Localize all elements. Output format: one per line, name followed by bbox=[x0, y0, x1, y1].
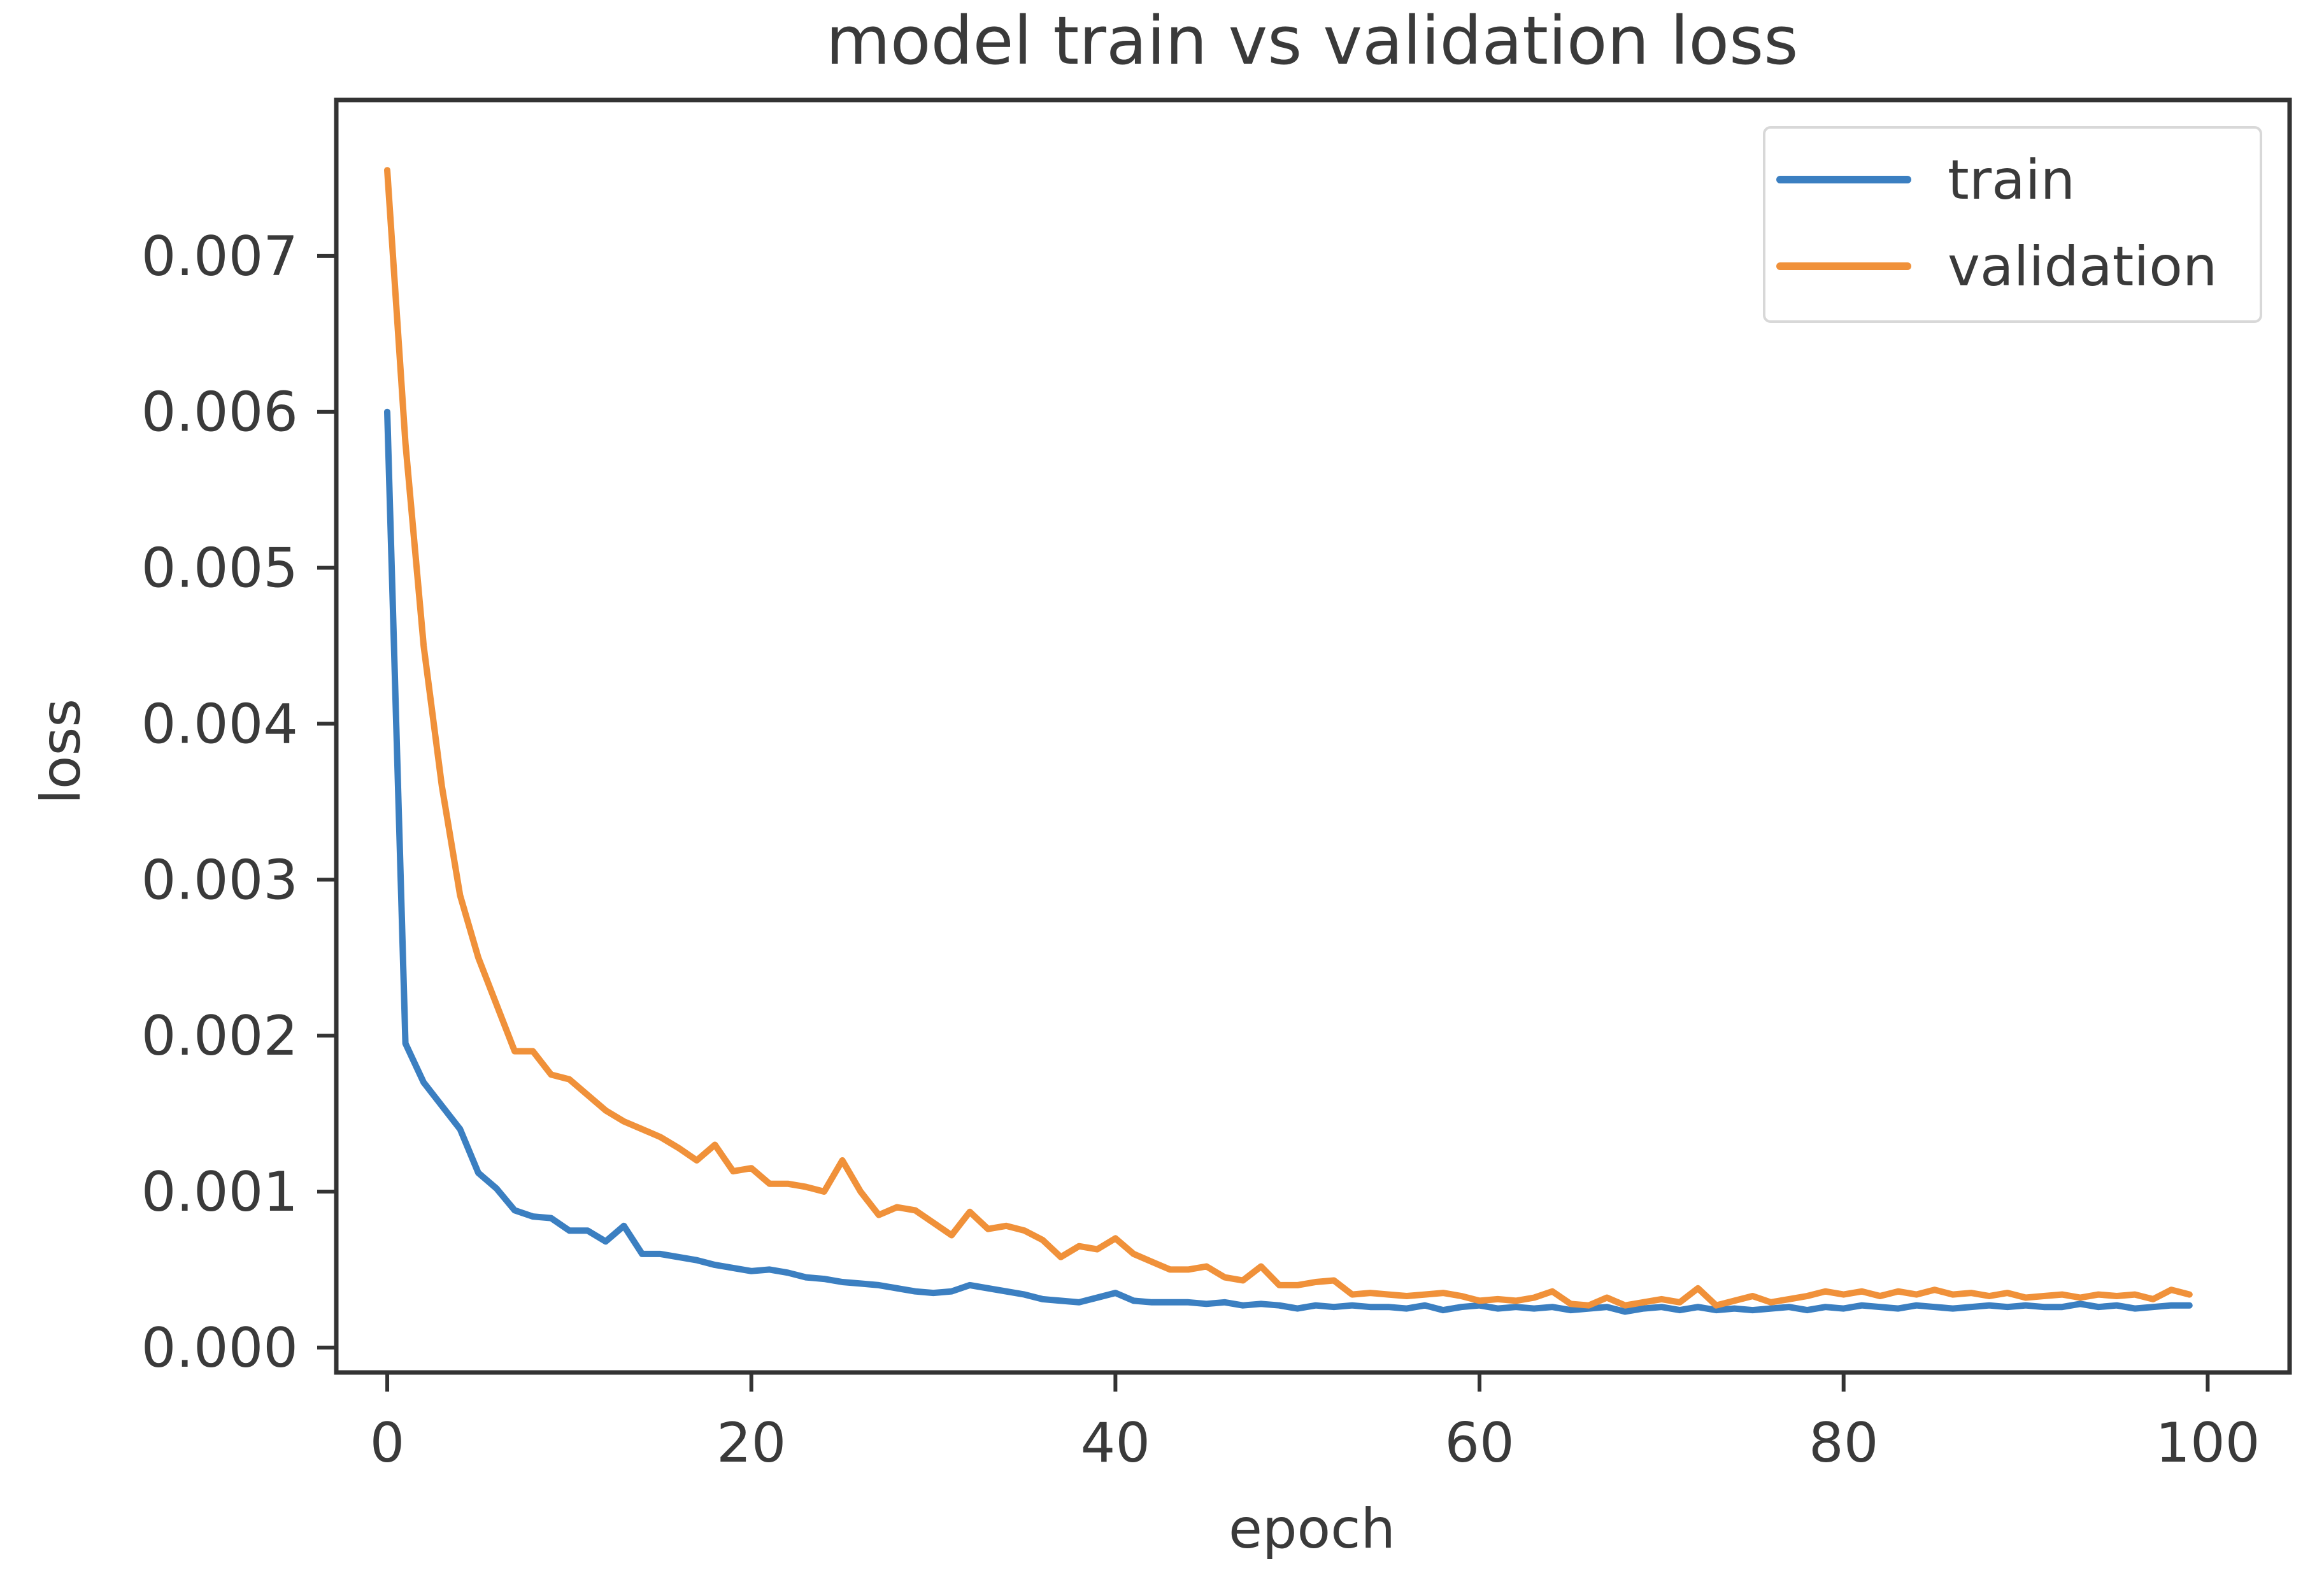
x-axis: 0 20 40 60 80 100 bbox=[370, 1372, 2260, 1475]
y-tick-label: 0.001 bbox=[141, 1160, 298, 1224]
x-tick-label: 0 bbox=[370, 1411, 405, 1475]
x-tick-label: 40 bbox=[1081, 1411, 1150, 1475]
series-line-validation bbox=[384, 167, 2193, 1309]
y-tick-label: 0.006 bbox=[141, 381, 298, 445]
y-axis: 0.000 0.001 0.002 0.003 0.004 0.005 0.006 0.007 bbox=[141, 225, 336, 1380]
legend: train validation bbox=[1763, 126, 2262, 323]
legend-label-validation: validation bbox=[1948, 235, 2217, 299]
y-tick-label: 0.005 bbox=[141, 537, 298, 601]
series-line-train bbox=[384, 408, 2193, 1315]
y-tick-label: 0.003 bbox=[141, 848, 298, 912]
y-tick-label: 0.004 bbox=[141, 692, 298, 756]
y-tick-label: 0.007 bbox=[141, 225, 298, 289]
chart-title: model train vs validation loss bbox=[826, 2, 1799, 80]
y-tick-label: 0.002 bbox=[141, 1004, 298, 1068]
legend-label-train: train bbox=[1948, 148, 2075, 212]
y-axis-label: loss bbox=[29, 699, 93, 804]
plot-frame bbox=[334, 97, 2292, 1375]
series-layer bbox=[384, 167, 2193, 1315]
x-tick-label: 60 bbox=[1444, 1411, 1514, 1475]
x-tick-label: 80 bbox=[1809, 1411, 1878, 1475]
y-tick-label: 0.000 bbox=[141, 1316, 298, 1380]
x-tick-label: 100 bbox=[2155, 1411, 2260, 1475]
x-axis-label: epoch bbox=[1229, 1497, 1395, 1561]
x-tick-label: 20 bbox=[716, 1411, 786, 1475]
